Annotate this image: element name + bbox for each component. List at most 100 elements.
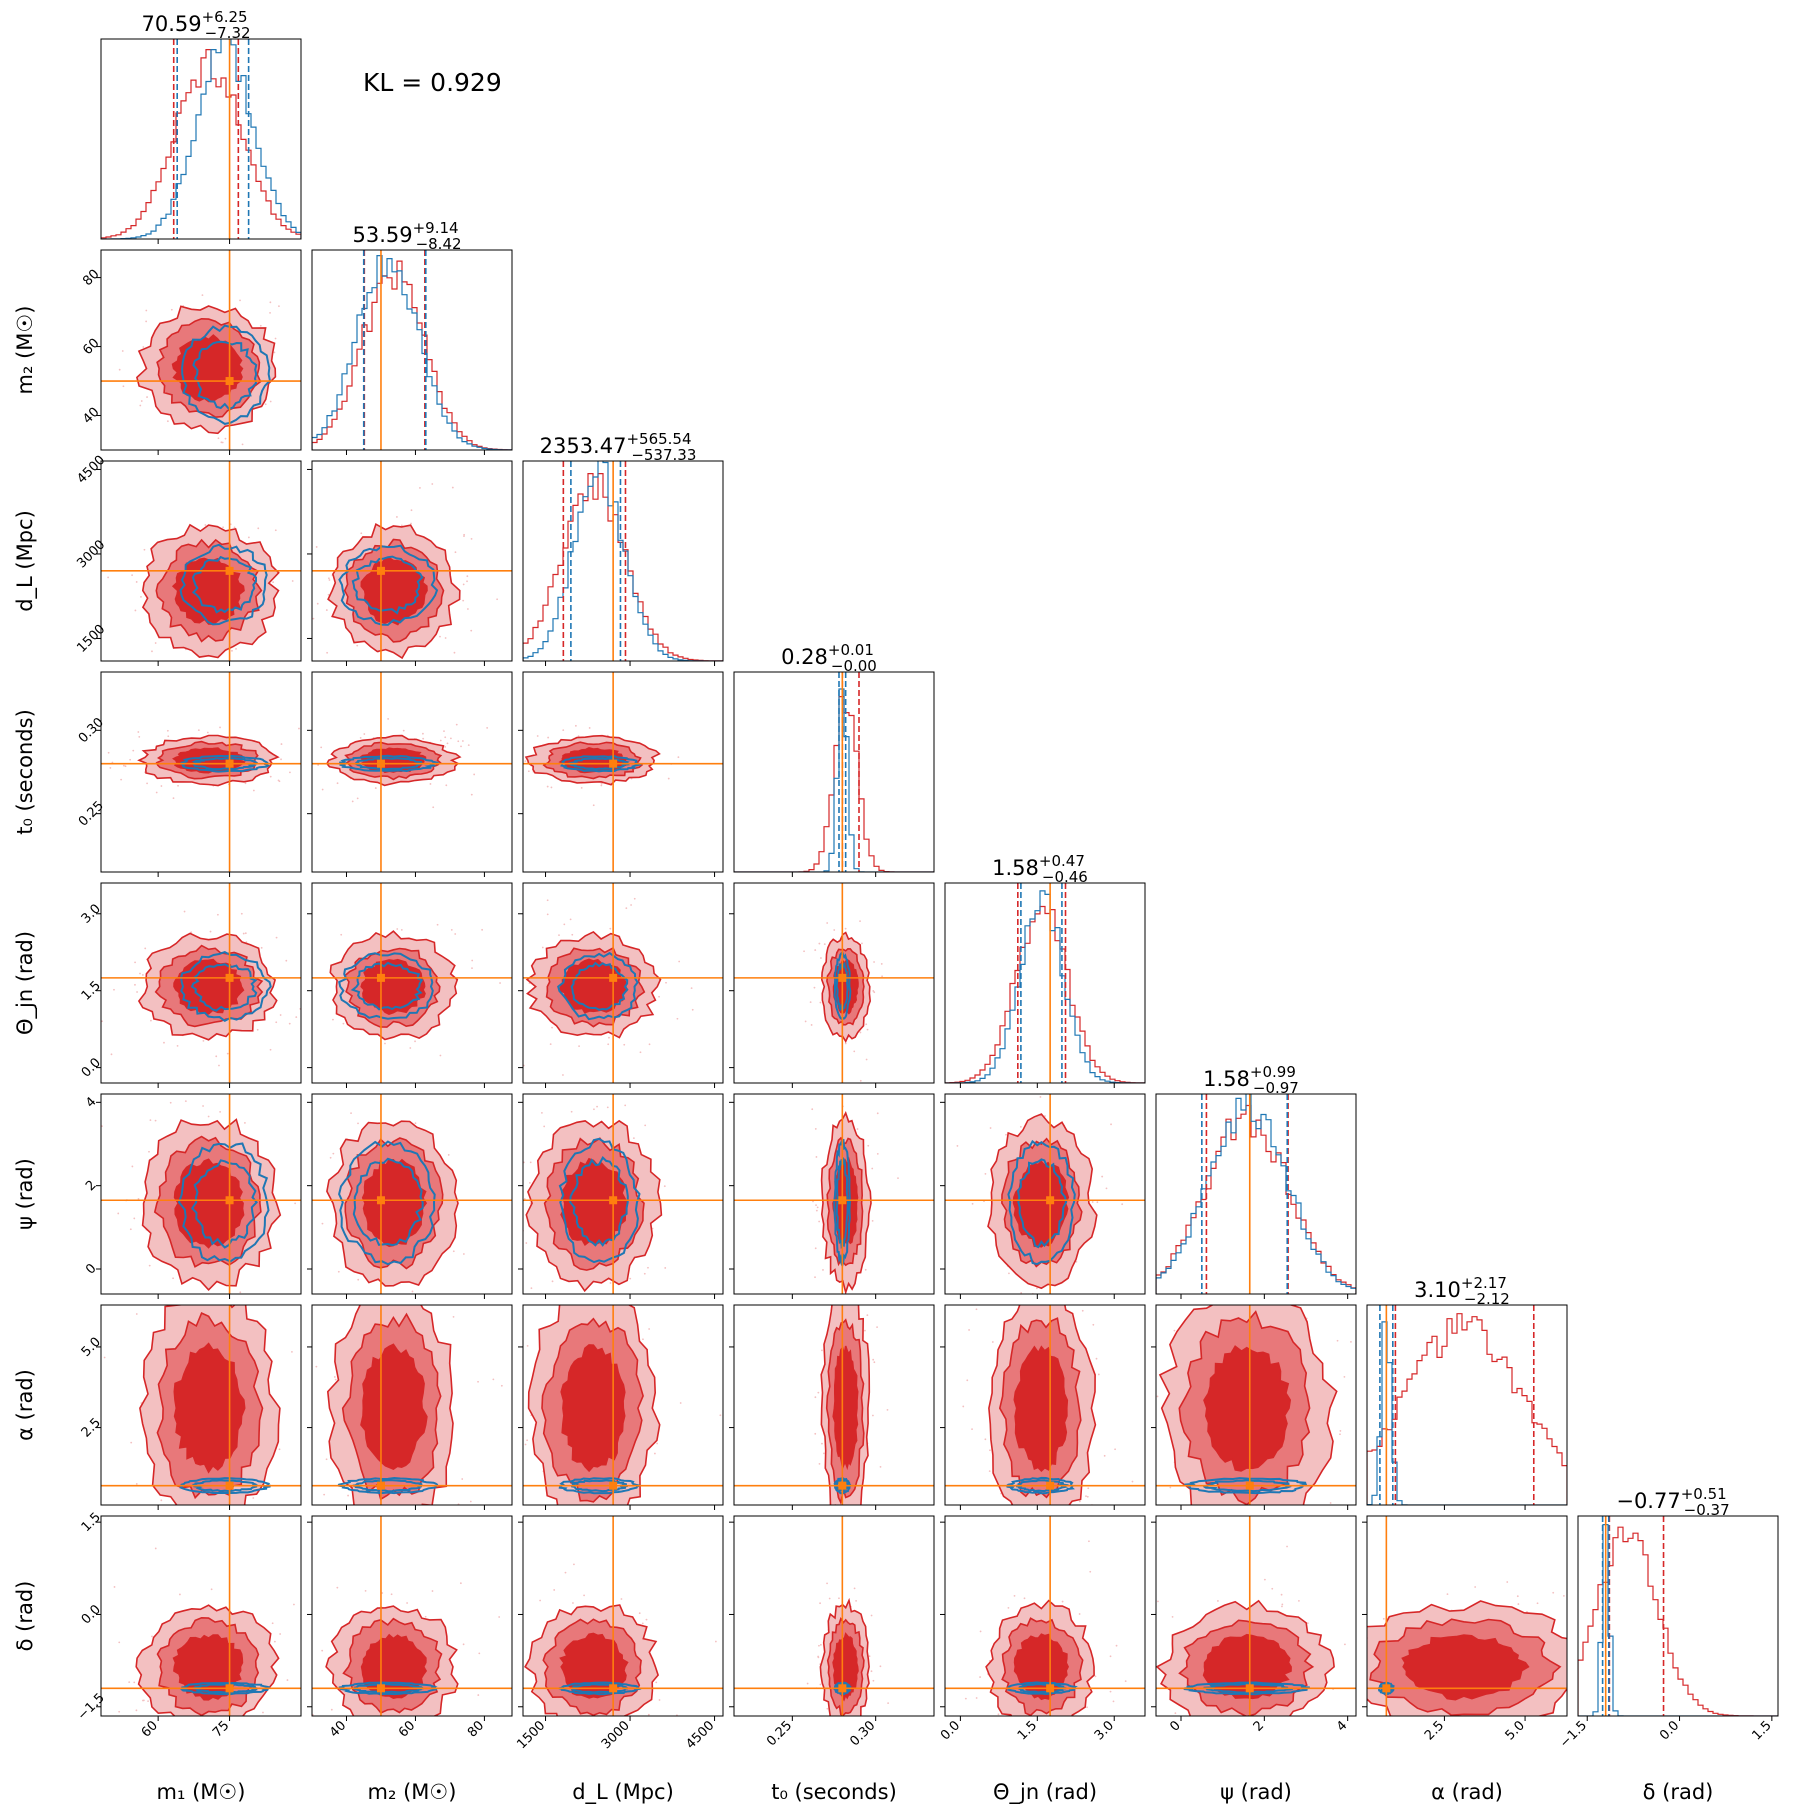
panel-frame [311,1515,513,1717]
scatter-point [177,784,179,787]
scatter-point [527,770,530,773]
scatter-point [149,1275,151,1277]
truth-marker [1046,1481,1055,1490]
scatter-point [400,524,403,527]
scatter-point [306,1530,308,1532]
red-contour-level-3 [1012,1160,1070,1248]
blue-histogram [1156,1094,1356,1294]
scatter-point [600,1298,602,1300]
scatter-point [306,1137,308,1139]
scatter-point [1366,1728,1368,1730]
histogram-4 [945,883,1145,1083]
scatter-point [206,1535,208,1537]
scatter-point [608,1036,610,1039]
scatter-point [855,1599,857,1602]
scatter-point [271,1622,274,1625]
scatter-point [985,1731,987,1733]
x-axis-label: d_L (Mpc) [572,1780,674,1805]
panel-1-0 [101,250,301,450]
blue-histogram [734,688,934,872]
scatter-point [317,746,319,748]
scatter-point [347,1494,349,1497]
scatter-point [668,1297,670,1299]
scatter-point [176,1044,179,1047]
scatter-point [872,863,874,865]
scatter-point [383,1588,385,1590]
scatter-point [1105,1187,1108,1190]
scatter-point [325,609,328,611]
truth-marker [609,1481,618,1490]
scatter-point [320,746,323,749]
scatter-point [879,1465,882,1468]
panel-7-2 [523,1516,723,1716]
truth-marker [838,1481,847,1490]
scatter-point [336,782,339,785]
y-axis-label: δ (rad) [13,1581,37,1652]
truth-marker [376,1481,385,1490]
panel-5-4 [945,1094,1145,1294]
scatter-point [836,1732,838,1734]
scatter-point [1474,1586,1477,1588]
scatter-point [628,1526,630,1528]
panel-frame [522,1304,724,1506]
scatter-point [317,764,320,766]
scatter-point [814,1247,817,1250]
scatter-point [131,574,134,577]
scatter-point [993,1548,995,1550]
scatter-point [1039,1096,1042,1098]
scatter-point [384,1296,386,1298]
x-tick-label: 80 [465,1718,487,1740]
scatter-point [444,637,447,639]
scatter-point [1184,1567,1186,1569]
scatter-point [235,648,237,650]
y-tick-label: 3000 [74,537,108,571]
blue-contour [557,951,639,1021]
scatter-point [1279,1524,1281,1526]
scatter-point [374,787,377,789]
blue-contour-inner [190,963,258,1012]
scatter-point [570,1110,573,1113]
scatter-point [975,1308,978,1311]
scatter-point [816,1206,819,1209]
panel-frame [311,1093,513,1295]
scatter-point [79,1219,81,1221]
scatter-point [336,1586,339,1589]
scatter-point [667,777,670,780]
truth-marker [838,1684,847,1693]
scatter-point [439,635,441,638]
scatter-point [275,1021,278,1024]
panel-7-0 [101,1516,301,1716]
scatter-point [816,1550,818,1552]
panel-6-3 [734,1305,934,1552]
title-plus: +6.25 [202,8,248,26]
scatter-point [333,1376,336,1378]
y-tick-label: 5.0 [79,1335,104,1360]
scatter-point [149,1119,152,1122]
scatter-point [478,1652,481,1655]
scatter-point [457,740,460,743]
scatter-point [325,692,327,694]
scatter-point [409,1047,412,1049]
scatter-point [817,1655,820,1658]
scatter-point [861,942,863,945]
scatter-point [179,1593,181,1596]
scatter-point [294,1202,297,1205]
scatter-point [1306,1706,1308,1708]
scatter-point [483,1648,485,1650]
y-tick-label: 0.25 [76,798,107,829]
scatter-point [130,1441,133,1444]
scatter-point [528,1292,530,1294]
truth-marker [225,377,234,386]
scatter-point [648,1328,651,1330]
scatter-point [275,1312,277,1314]
y-axis-label: m₂ (M☉) [13,306,37,395]
scatter-point [439,1054,442,1057]
scatter-point [529,1161,532,1164]
scatter-point [821,1349,823,1352]
scatter-point [1263,1722,1265,1724]
scatter-point [573,1563,575,1566]
scatter-point [867,1144,870,1147]
title-median: 2353.47 [540,434,627,458]
scatter-point [290,1136,292,1138]
panel-7-1 [312,1516,512,1716]
